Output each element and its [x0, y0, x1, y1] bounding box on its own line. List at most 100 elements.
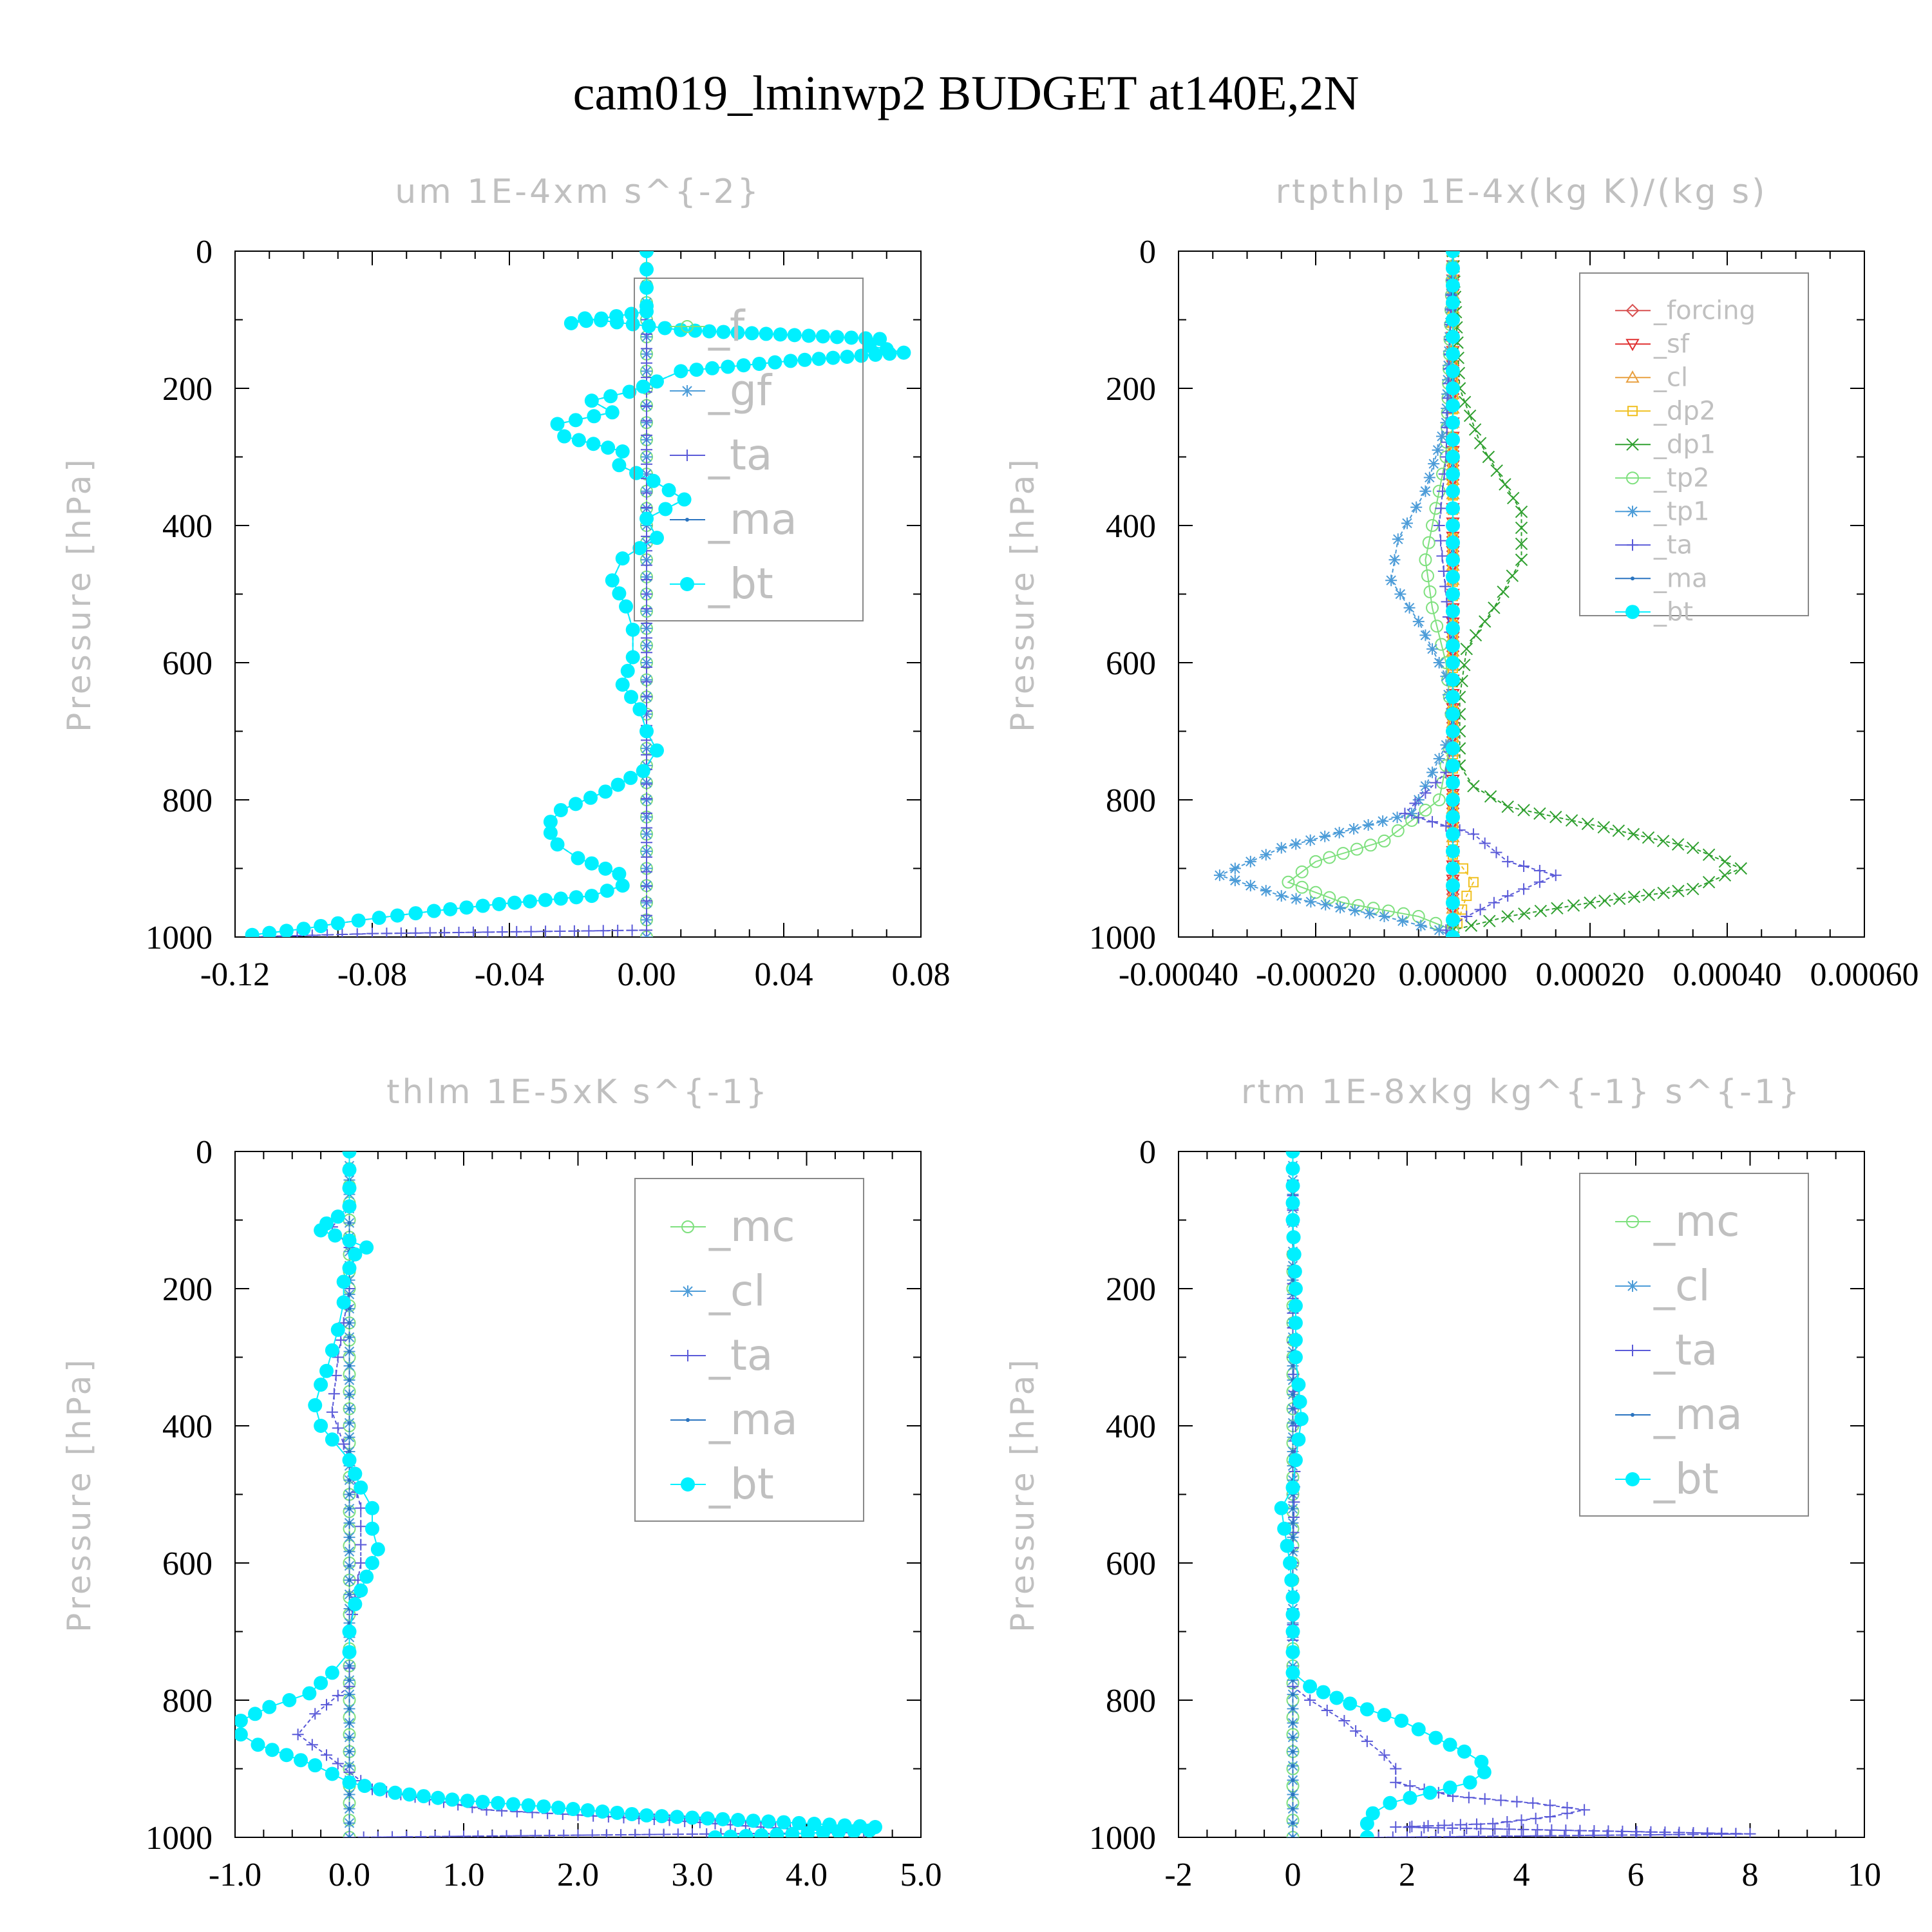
data-point-ta [1378, 1749, 1390, 1761]
data-point-tp1 [1433, 924, 1445, 936]
data-point-bt [1446, 381, 1460, 395]
data-point-ta [1418, 1821, 1430, 1833]
data-point-tp1 [1410, 501, 1423, 513]
data-point-ta [1390, 1776, 1402, 1788]
data-point-dp1 [1702, 876, 1716, 889]
data-point-bt [251, 1738, 265, 1752]
data-point-ta [641, 487, 652, 499]
data-point-tp1 [1423, 471, 1435, 484]
data-point-bt [1285, 1195, 1300, 1210]
x-tick-label: 0.08 [892, 956, 951, 993]
data-point-ta [410, 927, 422, 937]
data-point-ta [641, 778, 652, 790]
data-point-bt [612, 586, 627, 601]
data-point-bt [801, 328, 816, 343]
data-point-bt [1446, 518, 1460, 533]
data-point-bt [351, 913, 366, 928]
data-point-bt [1446, 587, 1460, 601]
data-point-ta [1287, 1511, 1300, 1523]
legend-marker [681, 385, 693, 397]
data-point-dp1 [1671, 838, 1685, 851]
legend-entry: _mc [1653, 1197, 1740, 1246]
data-point-bt [598, 861, 613, 876]
legend-marker [1625, 1472, 1640, 1486]
data-point-ma [347, 1435, 352, 1439]
data-point-ta [597, 925, 609, 937]
data-point-bt [354, 1583, 368, 1598]
y-tick-label: 1000 [146, 920, 213, 956]
data-point-dp1 [1567, 899, 1580, 912]
data-point-ta [1338, 1714, 1350, 1727]
data-point-bt [770, 1827, 784, 1837]
data-point-bt [791, 1815, 806, 1830]
data-point-ta [1631, 1826, 1643, 1837]
x-tick-label: 0 [1285, 1857, 1302, 1893]
legend-marker [1627, 539, 1638, 551]
data-point-ta [1701, 1828, 1713, 1837]
data-point-bt [615, 551, 630, 566]
data-point-bt [1285, 1624, 1300, 1639]
legend-entry: _cl [708, 1266, 766, 1316]
data-point-bt [723, 1829, 738, 1837]
data-point-ta [332, 1689, 344, 1701]
data-point-tp2 [1423, 585, 1437, 598]
data-point-tp1 [1244, 855, 1256, 867]
data-point-bt [629, 466, 644, 480]
data-point-bt [625, 1806, 639, 1821]
data-point-bt [1446, 827, 1460, 842]
data-point-ta [600, 1829, 612, 1837]
data-point-ta [443, 1830, 455, 1837]
legend-entry: _tp2 [1653, 463, 1710, 493]
data-point-bt [787, 328, 802, 343]
data-point-ma [347, 1678, 352, 1682]
data-point-bt [1446, 861, 1460, 876]
data-point-bt [365, 1501, 379, 1515]
data-point-ta [1350, 1725, 1362, 1737]
legend-marker [1627, 1345, 1638, 1356]
legend-marker [1625, 605, 1640, 620]
data-point-tp1 [1394, 588, 1406, 600]
data-point-bt [1284, 1573, 1299, 1587]
data-point-bt [731, 1813, 745, 1828]
data-point-ma [347, 1520, 352, 1525]
data-point-bt [752, 356, 766, 371]
plot-frame [1178, 251, 1865, 938]
data-point-ta [1517, 1823, 1530, 1835]
data-point-dp1 [1464, 919, 1478, 932]
data-point-ta [1658, 1828, 1671, 1837]
data-point-tp1 [1290, 838, 1302, 850]
x-tick-label: -0.00020 [1256, 956, 1376, 993]
data-point-dp1 [1534, 904, 1548, 918]
data-point-bt [354, 1480, 368, 1495]
data-point-bt [459, 900, 474, 915]
data-point-tp2 [1336, 847, 1350, 860]
data-point-bt [700, 1811, 715, 1826]
data-point-bt [538, 893, 553, 907]
data-point-bt [551, 1801, 566, 1815]
data-point-bt [777, 1815, 791, 1830]
data-point-ma [347, 1721, 352, 1725]
data-point-ta [467, 926, 479, 937]
data-point-bt [325, 1766, 339, 1781]
data-point-ma [347, 1764, 352, 1768]
data-point-ta [1502, 855, 1514, 867]
data-point-bt [1446, 656, 1460, 670]
data-point-ta [326, 1406, 338, 1418]
data-point-tp1 [1440, 670, 1452, 683]
data-point-ma [1291, 1764, 1295, 1768]
legend-marker [682, 1285, 694, 1297]
data-point-tp1 [1349, 904, 1361, 916]
data-point-bt [685, 1810, 699, 1825]
data-point-ta [511, 925, 523, 937]
data-point-bt [1288, 1282, 1303, 1296]
data-point-ta [1490, 846, 1502, 858]
data-point-dp1 [1463, 409, 1477, 422]
data-point-bt [619, 599, 634, 614]
data-point-ta [1630, 1829, 1642, 1837]
x-tick-label: 2 [1399, 1857, 1416, 1893]
x-tick-label: 0.00020 [1536, 956, 1645, 993]
data-point-ma [347, 1449, 352, 1454]
data-point-bt [1446, 844, 1460, 858]
data-point-ta [583, 925, 595, 937]
